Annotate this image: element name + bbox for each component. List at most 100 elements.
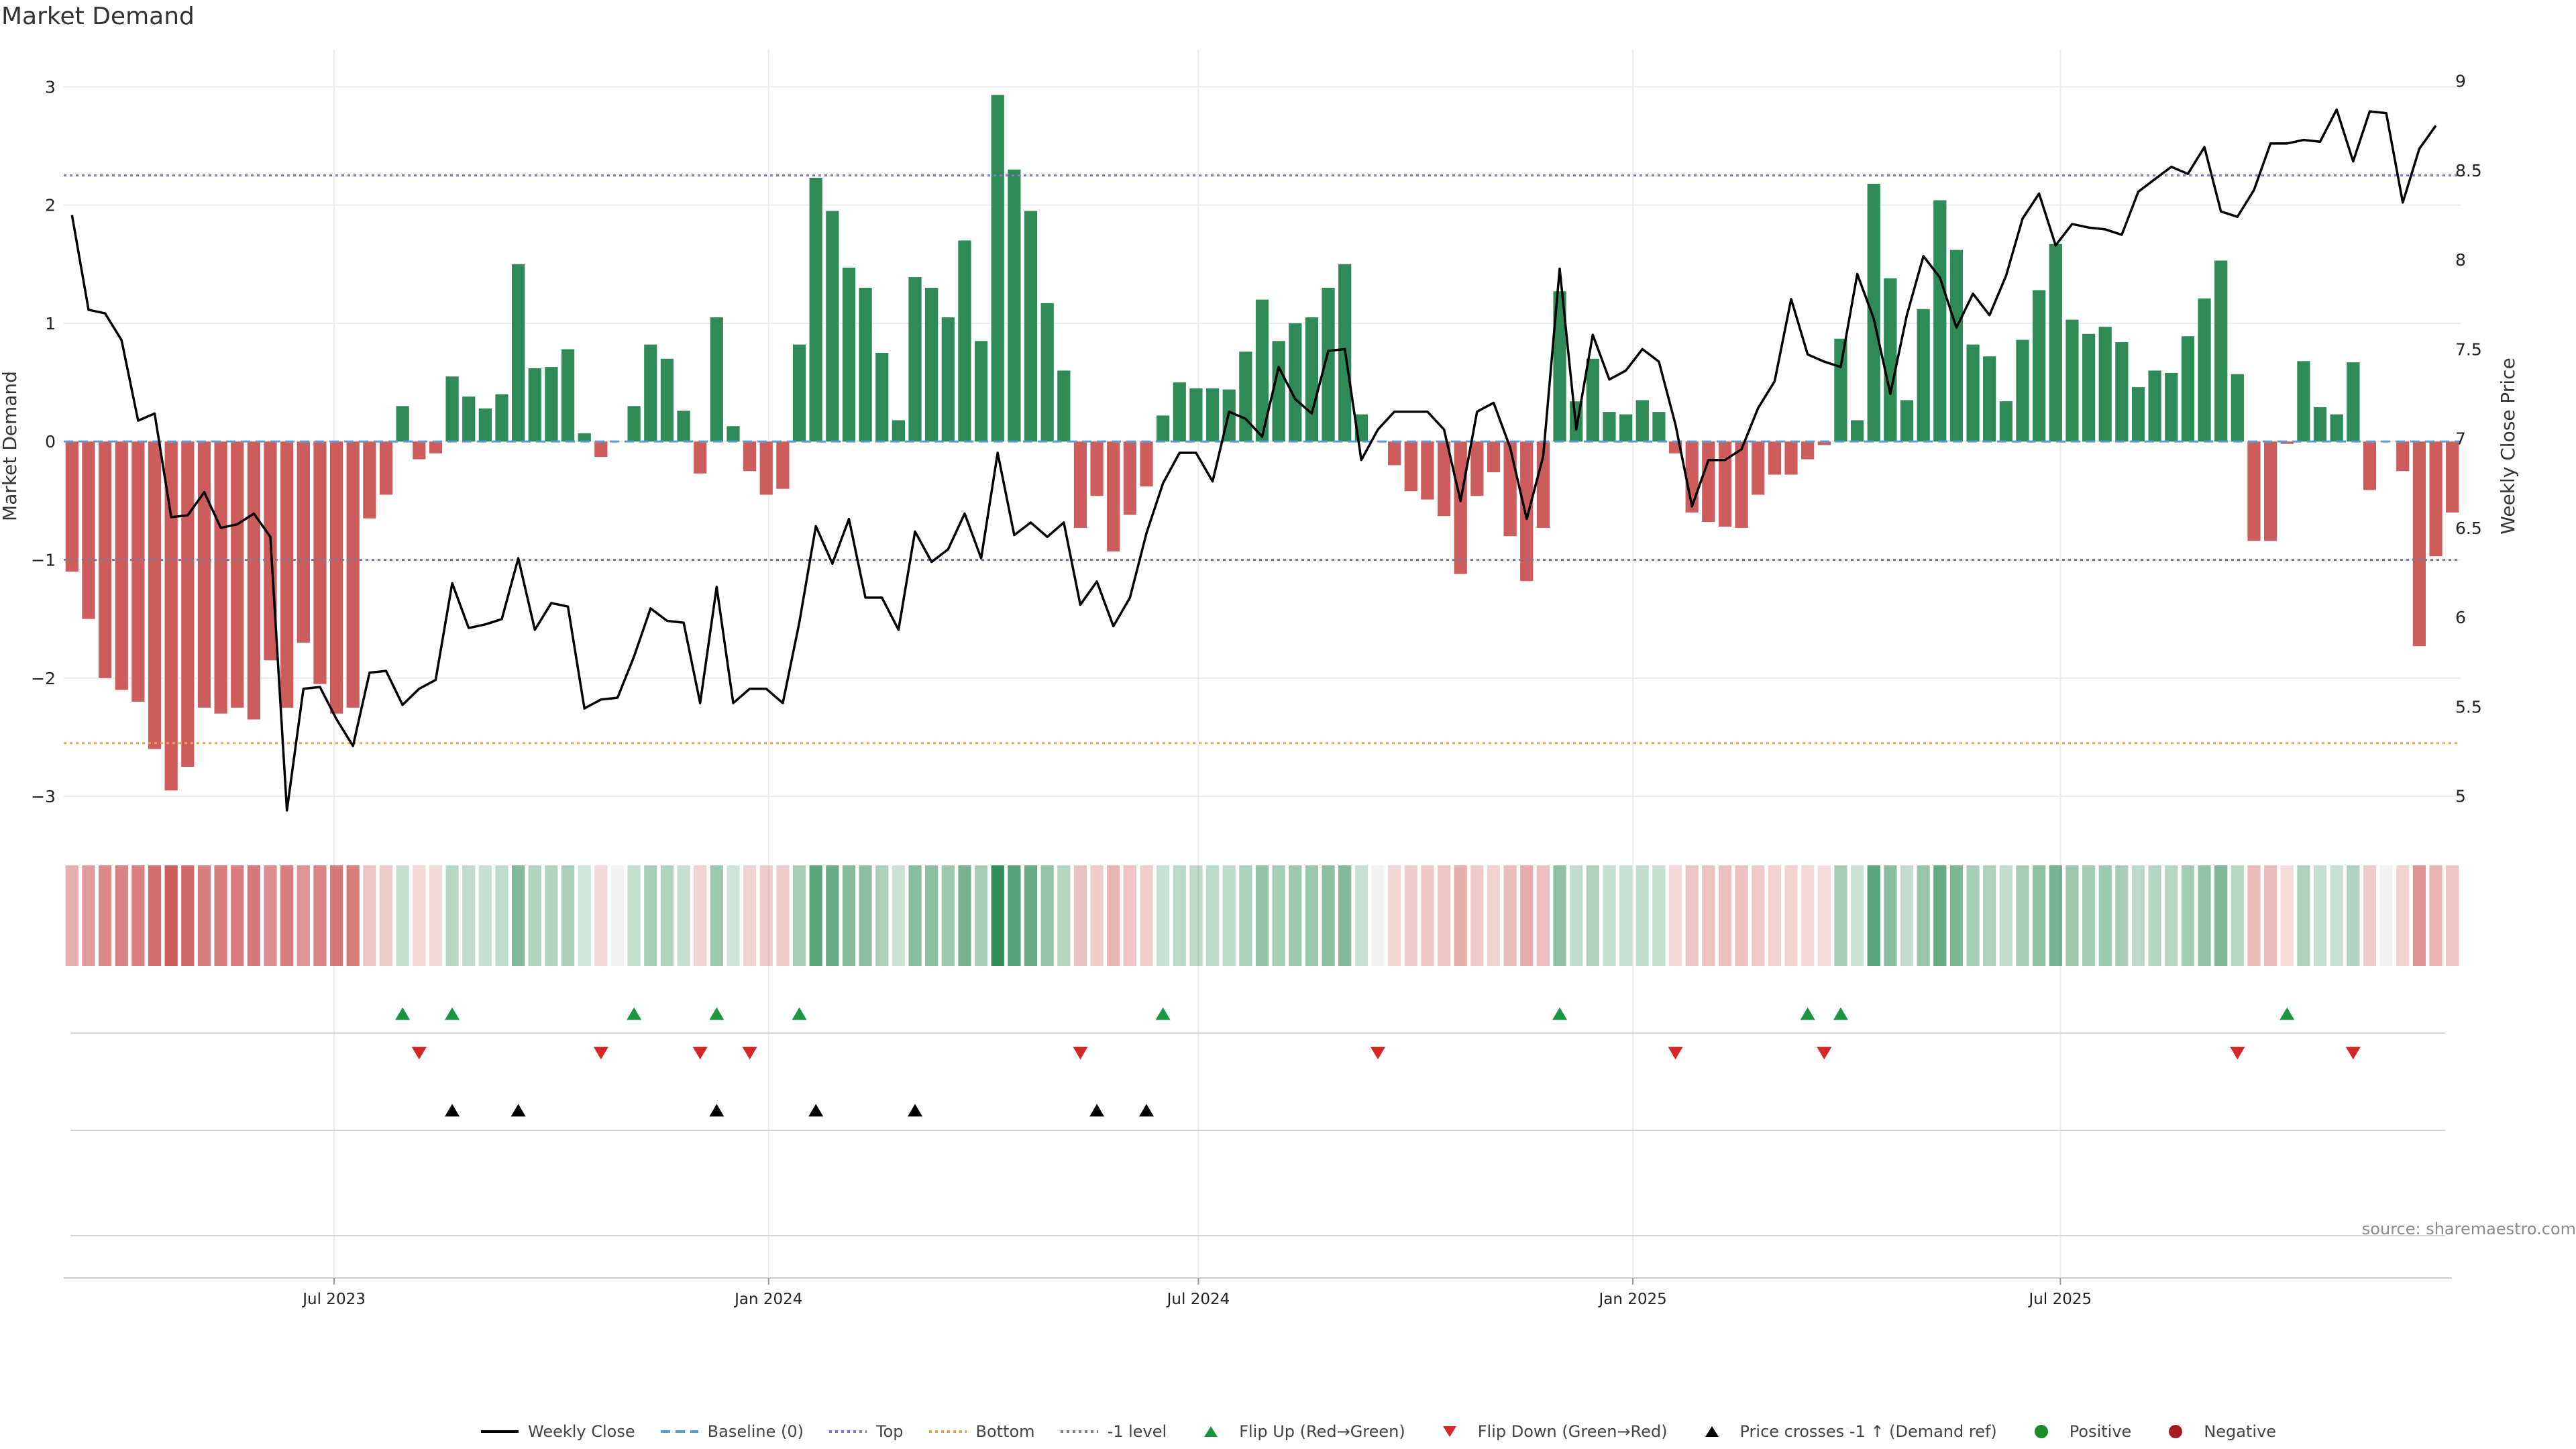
heat-cell — [313, 865, 327, 966]
heat-cell — [1718, 865, 1732, 966]
y-right-tick-label: 5 — [2455, 787, 2466, 806]
heat-cell — [329, 865, 343, 966]
heat-cell — [1222, 865, 1236, 966]
cross-up-marker — [908, 1104, 923, 1117]
demand-bar — [677, 411, 690, 442]
heat-cell — [2049, 865, 2062, 966]
demand-bar — [1520, 441, 1534, 582]
heat-cell — [2446, 865, 2459, 966]
demand-bar — [1603, 412, 1616, 442]
heat-cell — [1536, 865, 1550, 966]
heat-cell — [2379, 865, 2393, 966]
legend-swatch — [2034, 1425, 2048, 1438]
heat-cell — [1404, 865, 1417, 966]
heat-cell — [1652, 865, 1666, 966]
demand-bar — [875, 352, 889, 442]
demand-bar — [214, 441, 227, 714]
demand-bar — [1735, 441, 1748, 528]
demand-bar — [859, 287, 872, 442]
heat-cell — [247, 865, 260, 966]
legend-item: Negative — [2155, 1422, 2276, 1441]
demand-bar — [1917, 309, 1930, 442]
heat-cell — [1024, 865, 1038, 966]
legend-item: Positive — [2021, 1422, 2131, 1441]
x-tick-label: Jul 2023 — [301, 1291, 366, 1308]
demand-bar — [1322, 287, 1335, 442]
demand-bar — [1900, 400, 1914, 442]
heat-cell — [2396, 865, 2410, 966]
legend-swatch — [1442, 1426, 1456, 1437]
y-right-tick-label: 7 — [2455, 429, 2466, 449]
flip-up-marker — [709, 1007, 724, 1020]
demand-bar — [495, 394, 508, 442]
heat-cell — [1354, 865, 1368, 966]
legend-label: Flip Up (Red→Green) — [1239, 1422, 1405, 1441]
heat-cell — [2198, 865, 2211, 966]
y-right-tick-label: 6 — [2455, 608, 2466, 627]
heat-cell — [1487, 865, 1501, 966]
heat-cell — [197, 865, 211, 966]
flip-up-marker — [1552, 1007, 1568, 1020]
demand-bar — [2330, 414, 2343, 442]
demand-bar — [413, 441, 426, 460]
heat-cell — [1834, 865, 1847, 966]
heat-cell — [1735, 865, 1748, 966]
demand-bar — [445, 376, 459, 442]
demand-bar — [231, 441, 244, 708]
heat-cell — [1884, 865, 1897, 966]
heat-cell — [346, 865, 360, 966]
heat-cell — [1157, 865, 1170, 966]
legend-label: Flip Down (Green→Red) — [1477, 1422, 1668, 1441]
flip-up-marker — [395, 1007, 411, 1020]
demand-bar — [197, 441, 211, 708]
flip-down-marker — [2345, 1046, 2361, 1060]
heat-cell — [1454, 865, 1467, 966]
heat-cell — [1603, 865, 1616, 966]
heat-cell — [2231, 865, 2244, 966]
demand-bar — [98, 441, 112, 678]
demand-bar — [2396, 441, 2410, 472]
demand-bar — [297, 441, 310, 643]
heat-cell — [214, 865, 227, 966]
cross-up-marker — [1139, 1104, 1155, 1117]
x-tick-label: Jan 2024 — [733, 1291, 802, 1308]
legend-label: -1 level — [1107, 1422, 1167, 1441]
heat-cell — [2098, 865, 2112, 966]
heat-cell — [677, 865, 690, 966]
heat-cell — [429, 865, 443, 966]
demand-bar — [1057, 370, 1071, 442]
heat-cell — [2165, 865, 2178, 966]
legend-swatch — [660, 1430, 698, 1433]
heat-cell — [759, 865, 773, 966]
heat-cell — [131, 865, 145, 966]
heat-cell — [396, 865, 409, 966]
heat-cell — [478, 865, 492, 966]
heat-cell — [1040, 865, 1054, 966]
heat-cell — [2280, 865, 2294, 966]
demand-bar — [2280, 441, 2294, 444]
demand-bar — [2214, 260, 2228, 442]
legend-label: Price crosses -1 ↑ (Demand ref) — [1739, 1422, 1997, 1441]
demand-bar — [181, 441, 195, 767]
legend-label: Weekly Close — [528, 1422, 635, 1441]
demand-bar — [1536, 441, 1550, 528]
heat-cell — [1817, 865, 1831, 966]
heat-cell — [610, 865, 625, 966]
heat-cell — [2264, 865, 2277, 966]
demand-bar — [2363, 441, 2377, 490]
demand-bar — [82, 441, 95, 619]
demand-bar — [644, 344, 657, 442]
heat-cell — [727, 865, 740, 966]
heat-cell — [710, 865, 723, 966]
demand-bar — [2065, 319, 2079, 442]
heat-cell — [958, 865, 971, 966]
weekly-close-line — [70, 108, 2437, 812]
heat-cell — [280, 865, 294, 966]
demand-bar — [2131, 387, 2145, 442]
demand-bar — [1718, 441, 1732, 527]
chart-title: Market Demand — [1, 3, 195, 30]
cross-up-marker — [808, 1104, 824, 1117]
demand-bar — [1983, 356, 1996, 442]
demand-bar — [594, 441, 608, 458]
